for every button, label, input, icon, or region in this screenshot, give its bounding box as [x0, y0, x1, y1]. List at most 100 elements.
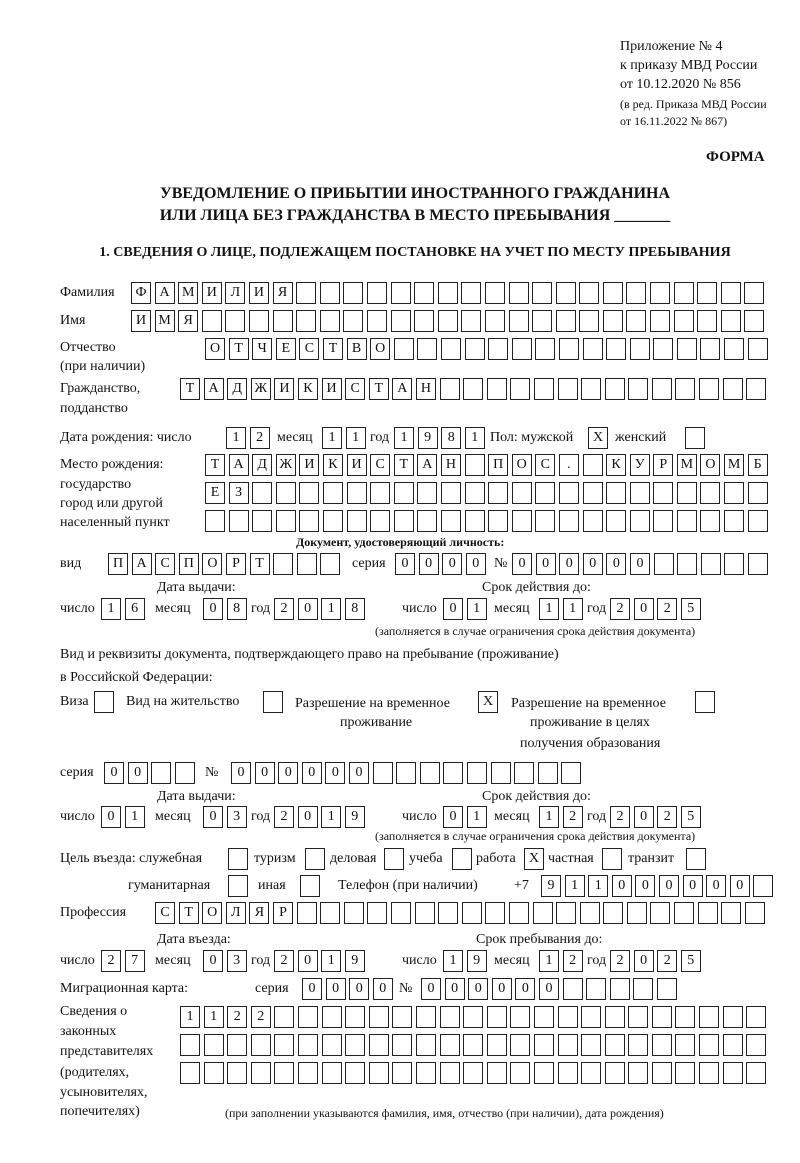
char-cell[interactable]: 0: [101, 806, 121, 828]
char-cell[interactable]: [651, 1006, 672, 1028]
char-cell[interactable]: И: [299, 454, 320, 476]
char-cell[interactable]: 0: [348, 762, 369, 784]
char-cell[interactable]: [746, 1034, 767, 1056]
char-cell[interactable]: 1: [466, 598, 487, 620]
char-cell[interactable]: [582, 338, 603, 360]
char-cell[interactable]: [697, 902, 718, 924]
char-cell[interactable]: 1: [588, 875, 609, 897]
char-cell[interactable]: 2: [274, 950, 294, 972]
char-cell[interactable]: С: [370, 454, 391, 476]
char-cell[interactable]: [653, 510, 674, 532]
char-cell[interactable]: [248, 310, 269, 332]
char-cell[interactable]: Т: [228, 338, 249, 360]
char-cell[interactable]: [581, 1062, 602, 1084]
char-cell[interactable]: [414, 902, 435, 924]
char-cell[interactable]: [561, 762, 582, 784]
char-cell[interactable]: [557, 378, 578, 400]
char-cell[interactable]: [557, 1034, 578, 1056]
char-cell[interactable]: 2: [274, 598, 294, 620]
char-cell[interactable]: [744, 310, 765, 332]
char-cell[interactable]: Ж: [250, 378, 271, 400]
checkbox-cell[interactable]: X: [478, 691, 498, 713]
char-cell[interactable]: [511, 482, 532, 504]
char-cell[interactable]: [604, 1062, 625, 1084]
char-cell[interactable]: 9: [344, 806, 365, 828]
char-cell[interactable]: Р: [225, 553, 246, 575]
char-cell[interactable]: [439, 378, 460, 400]
char-cell[interactable]: [626, 282, 647, 304]
char-cell[interactable]: [417, 510, 438, 532]
char-cell[interactable]: [628, 378, 649, 400]
char-cell[interactable]: 0: [127, 762, 148, 784]
char-cell[interactable]: 1: [124, 806, 145, 828]
char-cell[interactable]: [415, 1006, 436, 1028]
char-cell[interactable]: [390, 310, 411, 332]
char-cell[interactable]: [537, 762, 558, 784]
char-cell[interactable]: В: [346, 338, 367, 360]
char-cell[interactable]: 1: [464, 427, 485, 449]
char-cell[interactable]: [629, 482, 650, 504]
char-cell[interactable]: [675, 1062, 696, 1084]
char-cell[interactable]: [556, 902, 577, 924]
char-cell[interactable]: [438, 902, 459, 924]
checkbox-cell[interactable]: [685, 427, 705, 449]
char-cell[interactable]: [676, 338, 697, 360]
char-cell[interactable]: [722, 378, 743, 400]
char-cell[interactable]: [633, 978, 654, 1000]
char-cell[interactable]: 0: [559, 553, 580, 575]
char-cell[interactable]: 1: [321, 950, 342, 972]
char-cell[interactable]: К: [322, 454, 343, 476]
char-cell[interactable]: 0: [254, 762, 275, 784]
char-cell[interactable]: [533, 378, 554, 400]
char-cell[interactable]: Т: [249, 553, 270, 575]
char-cell[interactable]: [464, 482, 485, 504]
char-cell[interactable]: [464, 454, 485, 476]
char-cell[interactable]: [650, 310, 671, 332]
char-cell[interactable]: 0: [729, 875, 750, 897]
char-cell[interactable]: 0: [682, 875, 703, 897]
char-cell[interactable]: 0: [442, 553, 463, 575]
char-cell[interactable]: [320, 902, 341, 924]
char-cell[interactable]: 0: [515, 978, 536, 1000]
char-cell[interactable]: [606, 482, 627, 504]
char-cell[interactable]: Р: [272, 902, 293, 924]
char-cell[interactable]: [675, 1006, 696, 1028]
char-cell[interactable]: [700, 482, 721, 504]
char-cell[interactable]: [392, 1062, 413, 1084]
char-cell[interactable]: 5: [680, 598, 701, 620]
char-cell[interactable]: [390, 282, 411, 304]
checkbox-cell[interactable]: [228, 848, 248, 870]
char-cell[interactable]: [203, 1034, 224, 1056]
char-cell[interactable]: [697, 310, 718, 332]
char-cell[interactable]: [252, 482, 273, 504]
char-cell[interactable]: 1: [345, 427, 366, 449]
char-cell[interactable]: [464, 338, 485, 360]
char-cell[interactable]: [532, 282, 553, 304]
char-cell[interactable]: 0: [443, 806, 463, 828]
char-cell[interactable]: [699, 378, 720, 400]
char-cell[interactable]: [604, 1006, 625, 1028]
char-cell[interactable]: [651, 1034, 672, 1056]
checkbox-cell[interactable]: X: [524, 848, 544, 870]
char-cell[interactable]: С: [299, 338, 320, 360]
char-cell[interactable]: З: [228, 482, 249, 504]
char-cell[interactable]: [345, 1006, 366, 1028]
char-cell[interactable]: 2: [657, 598, 678, 620]
char-cell[interactable]: [720, 310, 741, 332]
char-cell[interactable]: 1: [466, 806, 487, 828]
char-cell[interactable]: 1: [539, 806, 559, 828]
char-cell[interactable]: [205, 510, 225, 532]
char-cell[interactable]: [510, 1006, 531, 1028]
char-cell[interactable]: 7: [124, 950, 145, 972]
char-cell[interactable]: О: [205, 338, 225, 360]
char-cell[interactable]: [582, 510, 603, 532]
char-cell[interactable]: [721, 902, 742, 924]
char-cell[interactable]: [533, 1034, 554, 1056]
char-cell[interactable]: Л: [225, 902, 246, 924]
char-cell[interactable]: [677, 553, 698, 575]
char-cell[interactable]: [392, 1034, 413, 1056]
char-cell[interactable]: [439, 1006, 460, 1028]
char-cell[interactable]: А: [228, 454, 249, 476]
char-cell[interactable]: 0: [512, 553, 532, 575]
char-cell[interactable]: 1: [321, 598, 342, 620]
